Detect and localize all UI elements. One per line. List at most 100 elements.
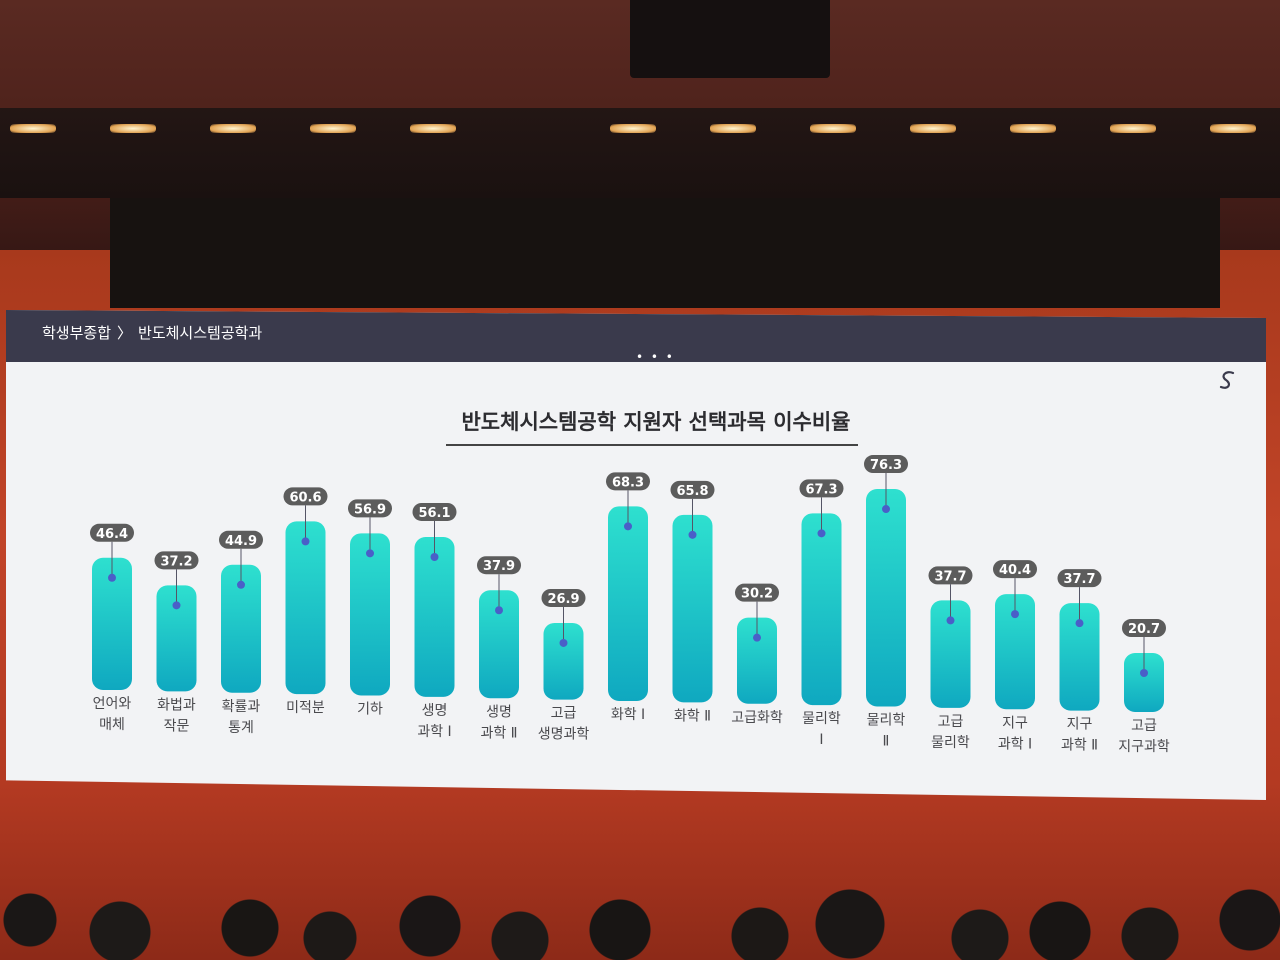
- stage-light: [310, 124, 356, 133]
- breadcrumb: 학생부종합 〉 반도체시스템공학과: [42, 322, 262, 343]
- chart-bar: [672, 514, 713, 703]
- chart-bar: [350, 533, 390, 696]
- chart-bar: [866, 489, 906, 707]
- stage-light: [1210, 124, 1256, 133]
- value-pill: [154, 551, 199, 570]
- value-label: 37.9: [483, 559, 515, 574]
- value-dot: [882, 505, 890, 514]
- chart-bar: [479, 590, 519, 699]
- stage-light: [1010, 124, 1056, 133]
- category-label: 고급 물리학: [931, 714, 970, 751]
- breadcrumb-separator: 〉: [117, 324, 133, 342]
- value-dot: [301, 537, 310, 546]
- screen-housing: [110, 198, 1220, 308]
- value-pill: [606, 472, 650, 491]
- category-label: 기하: [357, 702, 383, 718]
- chart-bar: [930, 600, 971, 708]
- chart-bar: [156, 585, 197, 692]
- category-label: 고급 지구과학: [1118, 718, 1170, 755]
- value-label: 56.9: [354, 502, 386, 517]
- value-pill: [541, 588, 586, 607]
- category-label: 물리학 Ⅰ: [802, 711, 841, 748]
- value-pill: [993, 560, 1037, 579]
- chart-title: 반도체시스템공학 지원자 선택과목 이수비율: [461, 410, 851, 434]
- stage-light: [1110, 124, 1156, 133]
- category-label: 지구 과학 Ⅰ: [998, 715, 1032, 752]
- audience-heads: [0, 880, 1280, 960]
- category-label: 물리학 Ⅱ: [867, 713, 906, 750]
- category-label: 생명 과학 Ⅰ: [417, 703, 451, 740]
- value-label: 30.2: [741, 587, 773, 602]
- chart-bar: [737, 617, 777, 704]
- breadcrumb-page: 반도체시스템공학과: [138, 324, 263, 342]
- category-label: 확률과 통계: [222, 699, 261, 736]
- value-dot: [1140, 669, 1148, 678]
- chart-bar: [414, 536, 455, 697]
- category-label: 언어와 매체: [93, 696, 132, 733]
- value-pill: [219, 530, 263, 549]
- value-pill: [928, 566, 973, 585]
- value-dot: [430, 552, 439, 561]
- value-dot: [624, 522, 632, 531]
- chart-bar: [221, 564, 261, 693]
- value-dot: [172, 601, 181, 610]
- value-pill: [670, 480, 715, 499]
- category-label: 생명 과학 Ⅱ: [480, 704, 517, 741]
- category-label: 화학 Ⅰ: [611, 707, 645, 723]
- bar-chart: 46.4 언어와 매체 37.2 화법과 작문 44.9 확률과 통계 60.6 미적분 56.9 기하…: [90, 455, 1170, 755]
- value-dot: [495, 606, 503, 615]
- value-dot: [1075, 619, 1084, 628]
- value-dot: [559, 638, 568, 647]
- value-pill: [864, 455, 908, 474]
- value-pill: [348, 499, 392, 518]
- stage-light: [610, 124, 656, 133]
- breadcrumb-section: 학생부종합: [42, 324, 112, 342]
- value-label: 20.7: [1128, 622, 1160, 637]
- value-dot: [688, 530, 697, 539]
- value-label: 37.2: [160, 554, 192, 569]
- value-label: 68.3: [612, 475, 644, 490]
- value-label: 26.9: [547, 592, 579, 607]
- chart-bar: [1124, 653, 1164, 712]
- value-pill: [1122, 619, 1166, 638]
- value-dot: [366, 549, 374, 558]
- value-pill: [412, 502, 457, 521]
- chart-bar: [995, 594, 1035, 710]
- chart-bar: [801, 513, 842, 706]
- lighting-truss: [0, 108, 1280, 198]
- category-label: 지구 과학 Ⅱ: [1061, 717, 1098, 754]
- category-label: 고급 생명과학: [538, 706, 590, 743]
- value-pill: [283, 487, 328, 506]
- value-dot: [753, 633, 761, 642]
- stage-light: [810, 124, 856, 133]
- s-curve-logo-icon: [1219, 371, 1235, 389]
- stage-light: [710, 124, 756, 133]
- value-pill: [90, 523, 134, 542]
- stage-light: [210, 124, 256, 133]
- stage-light: [410, 124, 456, 133]
- value-dot: [817, 529, 826, 538]
- value-pill: [477, 556, 521, 575]
- value-dot: [946, 616, 955, 625]
- title-underline: [446, 444, 858, 446]
- value-label: 60.6: [289, 490, 321, 505]
- value-label: 56.1: [418, 506, 450, 521]
- value-label: 44.9: [225, 534, 257, 549]
- value-label: 40.4: [999, 563, 1031, 578]
- slide-header: 학생부종합 〉 반도체시스템공학과 • • •: [6, 310, 1266, 364]
- value-dot: [237, 580, 245, 589]
- chart-bar: [1059, 603, 1100, 711]
- chart-bar: [543, 622, 584, 700]
- value-label: 65.8: [676, 484, 708, 499]
- category-label: 고급화학: [731, 710, 783, 726]
- value-dot: [108, 573, 116, 582]
- value-label: 67.3: [805, 482, 837, 497]
- category-label: 미적분: [286, 700, 325, 716]
- stage-light: [910, 124, 956, 133]
- value-label: 37.7: [934, 569, 966, 584]
- stage-light: [110, 124, 156, 133]
- value-label: 46.4: [96, 527, 128, 542]
- value-pill: [735, 583, 779, 602]
- value-pill: [799, 479, 844, 498]
- value-pill: [1057, 569, 1102, 588]
